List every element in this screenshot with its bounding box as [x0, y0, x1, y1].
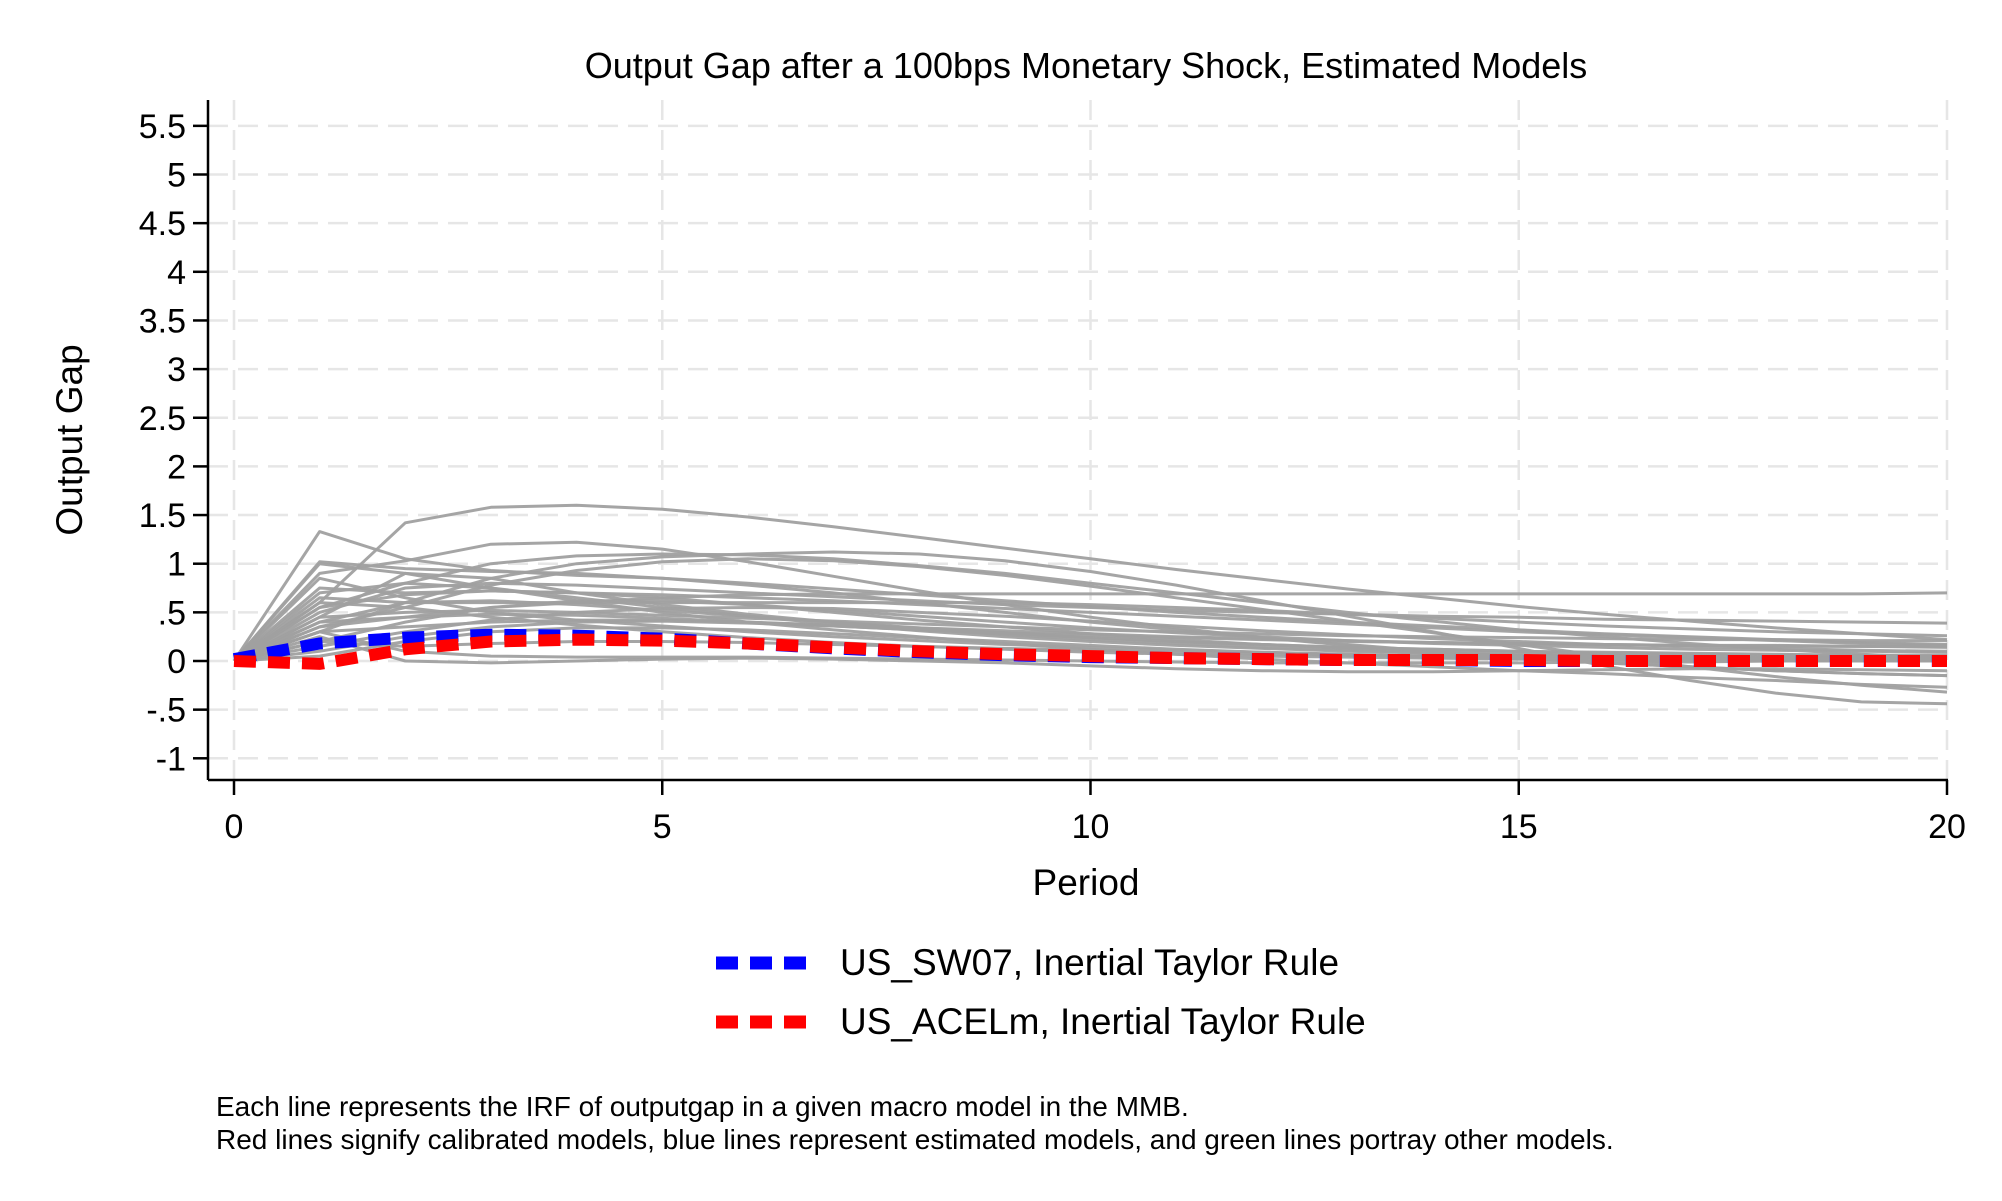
y-tick-label: 3	[167, 351, 186, 389]
model-irf-line	[233, 552, 1948, 663]
legend: US_SW07, Inertial Taylor Rule US_ACELm, I…	[716, 942, 1366, 1042]
x-tick-label: 10	[1072, 808, 1110, 846]
y-tick-label: 3.5	[139, 302, 186, 340]
y-axis-title: Output Gap	[49, 344, 90, 535]
model-irf-line	[233, 635, 1948, 674]
y-tick-label: 2	[167, 448, 186, 486]
y-tick-label: .5	[158, 594, 186, 632]
x-tick-label: 15	[1500, 808, 1538, 846]
x-tick-label: 5	[653, 808, 672, 846]
model-irf-line	[233, 612, 1947, 663]
note-line: Red lines signify calibrated models, blu…	[216, 1124, 1614, 1155]
notes: Each line represents the IRF of outputga…	[216, 1091, 1614, 1155]
model-irf-line	[233, 608, 1947, 663]
y-tick-label: -.5	[146, 692, 186, 730]
y-tick-label: 2.5	[139, 400, 186, 438]
legend-label: US_ACELm, Inertial Taylor Rule	[840, 1001, 1366, 1042]
grid	[208, 100, 1949, 780]
note-line: Each line represents the IRF of outputga…	[216, 1091, 1189, 1122]
y-tick-label: 1.5	[139, 497, 186, 535]
y-ticks: -1 -.5 0 .5 1 1.5 2 2.5 3 3.5 4 4.5 5 5.5	[139, 108, 208, 778]
legend-label: US_SW07, Inertial Taylor Rule	[840, 942, 1339, 983]
x-axis-title: Period	[1033, 862, 1140, 903]
series-line-red	[233, 633, 1947, 670]
y-tick-label: 5	[167, 157, 186, 195]
x-ticks: 0 5 10 15 20	[225, 780, 1966, 846]
series-lines	[232, 503, 1948, 706]
chart-title: Output Gap after a 100bps Monetary Shock…	[585, 45, 1588, 86]
y-tick-label: -1	[156, 740, 186, 778]
y-tick-label: 1	[167, 546, 186, 584]
y-tick-label: 4	[167, 254, 186, 292]
y-tick-label: 4.5	[139, 205, 186, 243]
x-tick-label: 20	[1928, 808, 1966, 846]
y-tick-label: 5.5	[139, 108, 186, 146]
model-irf-line	[233, 599, 1948, 663]
axes	[206, 100, 1948, 782]
model-irf-line	[233, 599, 1947, 663]
y-tick-label: 0	[167, 643, 186, 681]
x-tick-label: 0	[225, 808, 244, 846]
